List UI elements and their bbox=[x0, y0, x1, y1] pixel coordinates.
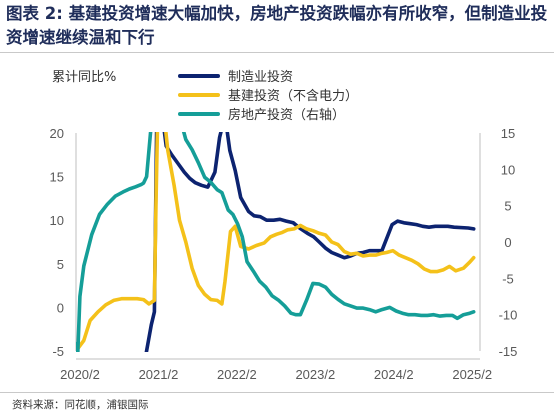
left-tick-label: 10 bbox=[50, 213, 64, 228]
legend-label-infrastructure: 基建投资（不含电力） bbox=[228, 89, 359, 104]
source-divider bbox=[0, 392, 554, 393]
title-divider bbox=[0, 52, 554, 53]
right-tick-label: -15 bbox=[499, 344, 518, 359]
x-tick-label: 2022/2 bbox=[217, 367, 257, 382]
left-tick-label: 0 bbox=[57, 300, 64, 315]
legend-item-real-estate: 房地产投资（右轴） bbox=[178, 104, 358, 123]
source-note: 资料来源：同花顺，浦银国际 bbox=[12, 399, 149, 411]
legend-item-infrastructure: 基建投资（不含电力） bbox=[178, 85, 358, 104]
left-tick-label: 5 bbox=[57, 257, 64, 272]
legend-item-manufacturing: 制造业投资 bbox=[178, 66, 358, 85]
x-tick-label: 2021/2 bbox=[139, 367, 179, 382]
right-tick-label: 0 bbox=[504, 235, 511, 250]
left-tick-label: 15 bbox=[50, 170, 64, 185]
x-tick-label: 2023/2 bbox=[295, 367, 335, 382]
right-tick-label: 15 bbox=[501, 126, 515, 141]
legend-swatch-manufacturing bbox=[178, 73, 220, 78]
chart-title: 图表 2: 基建投资增速大幅加快，房地产投资跌幅亦有所收窄，但制造业投资增速继续… bbox=[6, 2, 550, 50]
legend-swatch-infrastructure bbox=[178, 92, 220, 97]
series-line-manufacturing bbox=[144, 132, 476, 352]
right-tick-label: -5 bbox=[502, 271, 514, 286]
x-tick-label: 2025/2 bbox=[452, 367, 492, 382]
figure-number: 图表 2: bbox=[6, 4, 63, 23]
legend: 制造业投资 基建投资（不含电力） 房地产投资（右轴） bbox=[178, 66, 358, 123]
right-tick-label: -10 bbox=[499, 308, 518, 323]
x-tick-label: 2020/2 bbox=[60, 367, 100, 382]
y-axis-label: 累计同比% bbox=[52, 70, 117, 85]
left-tick-label: 20 bbox=[50, 126, 64, 141]
legend-label-manufacturing: 制造业投资 bbox=[228, 70, 294, 85]
series-line-real-estate bbox=[76, 132, 476, 352]
legend-label-real-estate: 房地产投资（右轴） bbox=[228, 108, 346, 123]
right-tick-label: 5 bbox=[504, 199, 511, 214]
title-text: 基建投资增速大幅加快，房地产投资跌幅亦有所收窄，但制造业投资增速继续温和下行 bbox=[6, 4, 548, 47]
series-line-infrastructure bbox=[76, 132, 476, 352]
right-tick-label: 10 bbox=[501, 162, 515, 177]
x-tick-label: 2024/2 bbox=[374, 367, 414, 382]
legend-swatch-real-estate bbox=[178, 111, 220, 116]
left-tick-label: -5 bbox=[52, 344, 64, 359]
